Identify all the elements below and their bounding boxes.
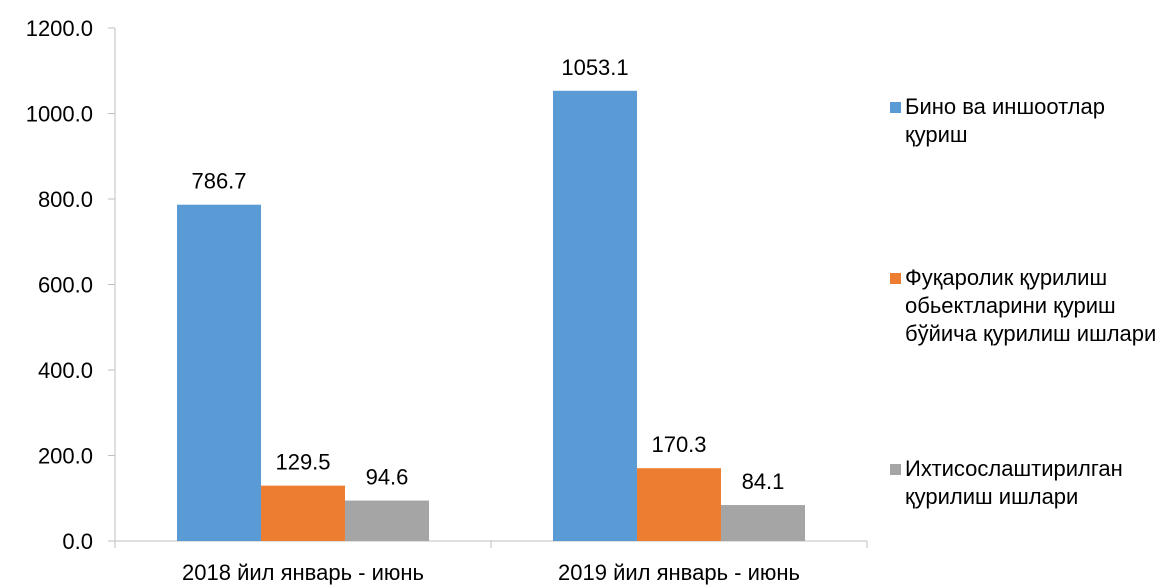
data-label: 129.5 xyxy=(275,450,330,475)
bar xyxy=(721,505,805,541)
legend-item-specialized: Ихтисослаштирилган қурилиш ишлари xyxy=(890,455,1170,511)
y-axis-ticks: 0.0 200.0 400.0 600.0 800.0 1000.0 1200.0 xyxy=(26,16,115,554)
legend-label-civil: Фуқаролик қурилиш обьектларини қуриш бўй… xyxy=(905,265,1157,346)
legend-swatch-specialized xyxy=(890,464,901,475)
data-label: 84.1 xyxy=(742,469,785,494)
legend: Бино ва иншоотлар қуриш Фуқаролик қурили… xyxy=(890,0,1170,585)
y-tick-label: 200.0 xyxy=(38,444,93,469)
x-tick-label: 2018 йил январь - июнь xyxy=(182,560,424,585)
y-tick-label: 400.0 xyxy=(38,358,93,383)
y-tick-label: 1000.0 xyxy=(26,102,93,127)
bar xyxy=(553,90,637,542)
legend-swatch-buildings xyxy=(890,102,901,113)
y-tick-label: 1200.0 xyxy=(26,16,93,41)
legend-label-specialized: Ихтисослаштирилган қурилиш ишлари xyxy=(905,456,1123,509)
data-label: 170.3 xyxy=(651,432,706,457)
data-label: 94.6 xyxy=(366,465,409,490)
y-tick-label: 800.0 xyxy=(38,187,93,212)
legend-swatch-civil xyxy=(890,273,901,284)
legend-label-buildings: Бино ва иншоотлар қуриш xyxy=(905,94,1105,147)
bars xyxy=(177,90,805,542)
data-label: 786.7 xyxy=(191,169,246,194)
legend-item-buildings: Бино ва иншоотлар қуриш xyxy=(890,93,1170,149)
bar xyxy=(345,500,429,541)
data-labels: 786.7 129.5 94.6 1053.1 170.3 84.1 xyxy=(191,55,784,494)
bar xyxy=(637,468,721,541)
y-tick-label: 600.0 xyxy=(38,273,93,298)
data-label: 1053.1 xyxy=(561,55,628,80)
legend-item-civil: Фуқаролик қурилиш обьектларини қуриш бўй… xyxy=(890,264,1170,348)
bar xyxy=(261,485,345,541)
bar-chart: 0.0 200.0 400.0 600.0 800.0 1000.0 1200.0 2018… xyxy=(26,16,868,585)
x-tick-label: 2019 йил январь - июнь xyxy=(558,560,800,585)
y-tick-label: 0.0 xyxy=(62,529,93,554)
bar xyxy=(177,204,261,542)
x-axis-ticks: 2018 йил январь - июнь 2019 йил январь - … xyxy=(114,541,868,585)
